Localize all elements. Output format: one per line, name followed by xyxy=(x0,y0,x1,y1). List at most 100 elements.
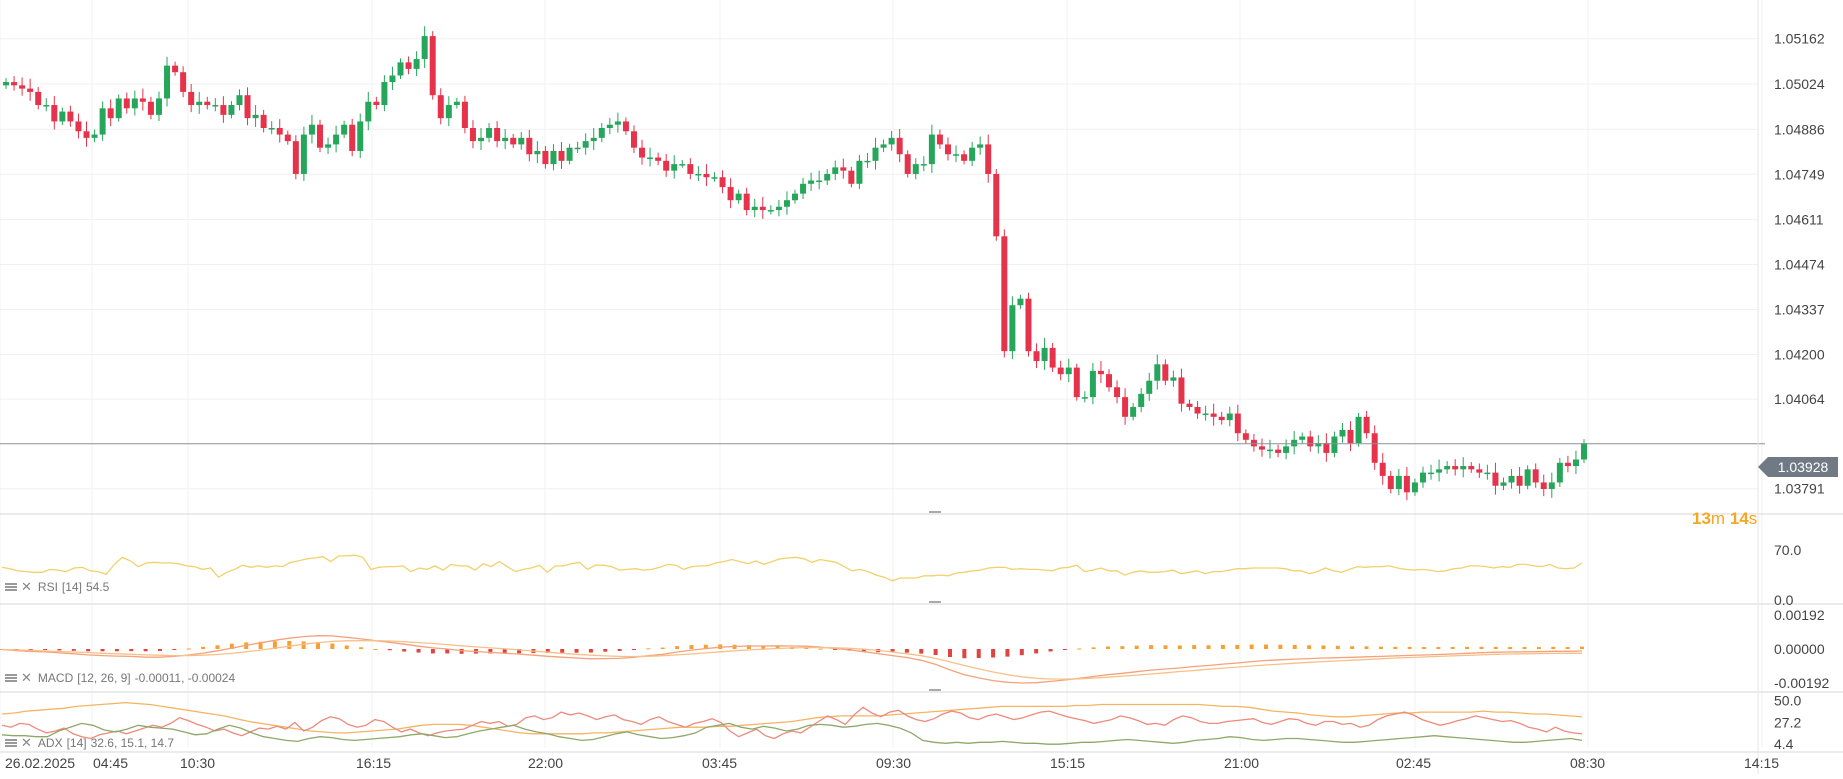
macd-histogram-bar xyxy=(1522,647,1527,649)
macd-histogram-bar xyxy=(287,641,292,649)
candle-body xyxy=(735,193,742,201)
candle-body xyxy=(840,167,847,171)
candle-body xyxy=(1444,466,1451,470)
indicator-tick-label: 27.2 xyxy=(1774,714,1801,730)
price-tick-label: 1.04064 xyxy=(1774,391,1825,407)
price-pane[interactable] xyxy=(0,26,1765,501)
macd-histogram-bar xyxy=(1019,649,1024,656)
macd-histogram-bar xyxy=(746,645,751,649)
macd-menu-icon[interactable] xyxy=(5,673,17,683)
macd-histogram-bar xyxy=(545,649,550,654)
candle-body xyxy=(1323,443,1330,453)
macd-histogram-bar xyxy=(976,649,981,659)
candle-body xyxy=(461,101,468,128)
macd-histogram-bar xyxy=(560,649,565,653)
macd-legend: ✕ MACD [12, 26, 9] -0.00011, -0.00024 xyxy=(5,670,235,686)
macd-histogram-bar xyxy=(660,647,665,649)
candle-body xyxy=(920,164,927,166)
price-tick-label: 1.04200 xyxy=(1774,346,1825,362)
macd-histogram-bar xyxy=(1192,645,1197,649)
macd-histogram-bar xyxy=(1034,649,1039,654)
candle-body xyxy=(751,206,758,211)
candle-body xyxy=(1033,351,1040,362)
macd-histogram-bar xyxy=(43,649,48,650)
adx-legend-params: [14] xyxy=(66,736,87,750)
candle-body xyxy=(647,157,654,160)
candle-body xyxy=(743,193,750,211)
macd-histogram-bar xyxy=(1120,646,1125,649)
macd-legend-params: [12, 26, 9] xyxy=(77,671,131,685)
macd-histogram-bar xyxy=(1350,646,1355,649)
macd-histogram-bar xyxy=(1235,644,1240,649)
macd-histogram-bar xyxy=(962,649,967,659)
candle-body xyxy=(1105,374,1112,388)
candle-body xyxy=(91,134,98,138)
candle-body xyxy=(534,150,541,155)
candle-body xyxy=(389,75,396,83)
candle-body xyxy=(582,141,589,148)
candle-body xyxy=(711,177,718,179)
candle-body xyxy=(413,59,420,69)
candle-body xyxy=(11,82,18,86)
candle-body xyxy=(212,105,219,107)
candle-body xyxy=(1419,472,1426,483)
candle-body xyxy=(872,147,879,161)
candle-body xyxy=(856,160,863,184)
macd-histogram-bar xyxy=(488,649,493,654)
pane-resize-handle xyxy=(929,511,941,513)
macd-histogram-bar xyxy=(574,649,579,653)
candle-body xyxy=(1267,449,1274,452)
macd-close-icon[interactable]: ✕ xyxy=(21,670,32,685)
macd-histogram-bar xyxy=(1335,645,1340,649)
candle-body xyxy=(1210,413,1217,417)
candle-body xyxy=(566,147,573,161)
macd-histogram-bar xyxy=(603,649,608,652)
rsi-pane[interactable] xyxy=(1,554,1583,582)
adx-legend: ✕ ADX [14] 32.6, 15.1, 14.7 xyxy=(5,735,174,751)
macd-histogram-bar xyxy=(1436,647,1441,649)
candle-body xyxy=(292,141,299,174)
adx-menu-icon[interactable] xyxy=(5,738,17,748)
candle-body xyxy=(204,101,211,106)
candle-body xyxy=(1581,443,1587,460)
candle-body xyxy=(1178,377,1185,404)
adx-close-icon[interactable]: ✕ xyxy=(21,735,32,750)
macd-histogram-bar xyxy=(28,649,33,651)
candle-body xyxy=(188,91,195,106)
macd-pane[interactable] xyxy=(0,635,1584,684)
indicator-tick-label: 50.0 xyxy=(1774,693,1801,709)
candle-body xyxy=(486,128,493,138)
macd-histogram-bar xyxy=(861,649,866,652)
candle-body xyxy=(1516,475,1523,486)
candle-body xyxy=(848,170,855,184)
candle-body xyxy=(904,154,911,174)
candle-body xyxy=(1001,236,1008,352)
candle-body xyxy=(1468,466,1475,470)
candle-body xyxy=(1524,469,1531,486)
price-tick-label: 1.04474 xyxy=(1774,257,1825,273)
indicator-tick-label: 0.00000 xyxy=(1774,641,1825,657)
time-tick-label: 22:00 xyxy=(528,755,563,771)
macd-histogram-bar xyxy=(588,649,593,653)
rsi-menu-icon[interactable] xyxy=(5,582,17,592)
candle-body xyxy=(985,144,992,174)
macd-histogram-bar xyxy=(373,649,378,650)
candle-body xyxy=(349,124,356,151)
macd-histogram-bar xyxy=(1465,646,1470,649)
candle-body xyxy=(655,157,662,161)
adx-pane[interactable] xyxy=(1,701,1583,745)
candle-body xyxy=(1403,475,1410,493)
candle-body xyxy=(1130,406,1137,417)
rsi-close-icon[interactable]: ✕ xyxy=(21,579,32,594)
candle-body xyxy=(622,121,629,132)
candle-body xyxy=(1387,475,1394,490)
candle-body xyxy=(365,101,372,122)
macd-histogram-bar xyxy=(1163,645,1168,649)
time-tick-label: 10:30 xyxy=(180,755,215,771)
candle-body xyxy=(325,144,332,148)
candle-body xyxy=(405,62,412,69)
candle-body xyxy=(783,200,790,207)
candle-body xyxy=(276,128,283,135)
